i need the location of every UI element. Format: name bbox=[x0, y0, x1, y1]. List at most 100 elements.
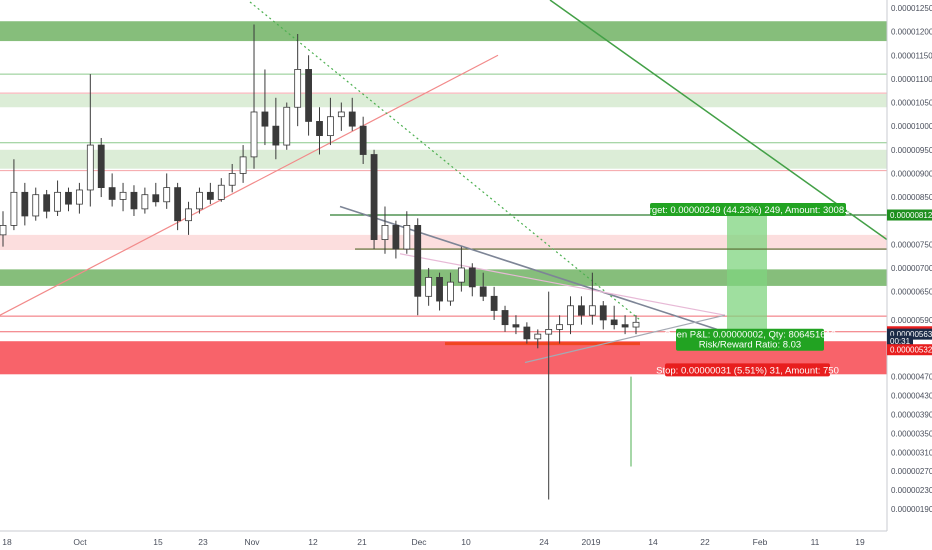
y-axis: 0.00001250 0.00001200 0.00001150 0.00001100… bbox=[891, 4, 932, 514]
y-tick-label: 0.00001050 bbox=[891, 99, 932, 108]
candle bbox=[108, 173, 116, 207]
x-tick-label: 19 bbox=[855, 537, 865, 547]
candle-body-down bbox=[468, 267, 476, 288]
candle bbox=[65, 187, 72, 212]
pink-trend-line[interactable] bbox=[399, 253, 726, 316]
candle bbox=[447, 272, 454, 306]
y-tick-label: 0.00000850 bbox=[891, 193, 932, 202]
candle bbox=[490, 286, 498, 320]
candle-body-up bbox=[283, 106, 291, 146]
price-zone-green[interactable] bbox=[0, 269, 887, 286]
candle-body-down bbox=[130, 191, 138, 210]
position-labels: Target: 0.00000249 (44.23%) 249, Amount:… bbox=[639, 203, 858, 377]
candle-body-up bbox=[250, 111, 258, 158]
candle-body-down bbox=[272, 125, 280, 146]
candle bbox=[86, 74, 94, 207]
stop-label-bg bbox=[665, 363, 830, 377]
price-badge-target: 0.00000812 bbox=[887, 209, 932, 221]
candle bbox=[337, 102, 345, 131]
candle-body-up bbox=[381, 225, 389, 240]
candle-body-up bbox=[10, 191, 18, 226]
candle bbox=[196, 187, 203, 214]
candle bbox=[283, 102, 291, 150]
price-badge-text: 0.00000563 bbox=[890, 330, 932, 339]
candle-body-up bbox=[32, 194, 40, 217]
candle-body-down bbox=[261, 111, 269, 127]
target-zone[interactable] bbox=[727, 215, 767, 333]
price-badge-bg bbox=[887, 344, 932, 356]
candle-body-up bbox=[447, 281, 454, 302]
candle-body-up bbox=[0, 225, 7, 236]
candle-body-up bbox=[457, 267, 465, 283]
price-zone-light-green[interactable] bbox=[0, 94, 887, 108]
uptrend-line[interactable] bbox=[0, 54, 499, 316]
x-tick-label: 10 bbox=[461, 537, 471, 547]
x-tick-label: Oct bbox=[73, 537, 87, 547]
candle-body-up bbox=[545, 328, 553, 335]
trend-lines[interactable] bbox=[0, 0, 888, 364]
gray-uptrend-line[interactable] bbox=[524, 314, 726, 364]
target-label-bg bbox=[650, 203, 846, 217]
candle bbox=[10, 159, 18, 231]
candle bbox=[392, 220, 400, 259]
candle bbox=[632, 315, 640, 335]
candle bbox=[97, 137, 105, 198]
price-zone-light-green[interactable] bbox=[0, 149, 887, 169]
candle-body-up bbox=[534, 333, 542, 340]
candle bbox=[163, 173, 171, 209]
candle-body-up bbox=[327, 116, 334, 137]
time-axis-bg bbox=[0, 531, 932, 550]
candle-body-down bbox=[436, 277, 443, 302]
candle bbox=[359, 116, 367, 164]
candle-body-up bbox=[163, 187, 171, 203]
x-tick-label: Feb bbox=[753, 537, 768, 547]
dotted-downtrend-line[interactable] bbox=[249, 1, 641, 321]
y-tick-label: 0.00000950 bbox=[891, 146, 932, 155]
candle bbox=[381, 206, 389, 254]
y-tick-label: 0.00001000 bbox=[891, 122, 932, 131]
candle-body-down bbox=[206, 191, 214, 200]
candles bbox=[0, 24, 640, 500]
candle-body-down bbox=[348, 111, 356, 127]
y-tick-label: 0.00000350 bbox=[891, 429, 932, 438]
long-downtrend-line[interactable] bbox=[549, 0, 888, 241]
candle-body-up bbox=[54, 191, 61, 212]
candle-body-up bbox=[119, 191, 127, 200]
candle-body-up bbox=[632, 321, 640, 328]
candle-body-down bbox=[621, 324, 629, 328]
candle bbox=[545, 291, 553, 500]
candle-body-down bbox=[392, 225, 400, 250]
candle-body-down bbox=[65, 191, 72, 205]
price-zone-pink[interactable] bbox=[0, 234, 887, 250]
price-zone-green[interactable] bbox=[0, 21, 887, 42]
y-tick-label: 0.00000750 bbox=[891, 240, 932, 249]
gray-downtrend-line[interactable] bbox=[339, 205, 718, 331]
candle bbox=[316, 107, 323, 155]
stop-label-text: Stop: 0.00000031 (5.51%) 31, Amount: 750 bbox=[656, 365, 839, 376]
candle bbox=[457, 246, 465, 292]
price-badge-red: 0.00000532 bbox=[887, 344, 932, 356]
candle-body-down bbox=[316, 121, 323, 137]
target-label: Target: 0.00000249 (44.23%) 249, Amount:… bbox=[639, 203, 858, 217]
candle bbox=[185, 201, 192, 235]
price-badge-text: 00:31 bbox=[890, 337, 911, 346]
candle bbox=[348, 97, 356, 131]
x-tick-label: 12 bbox=[308, 537, 318, 547]
candle-body-down bbox=[152, 194, 160, 203]
candle-body-up bbox=[141, 194, 149, 210]
candle bbox=[141, 187, 149, 214]
target-label-text: Target: 0.00000249 (44.23%) 249, Amount:… bbox=[639, 205, 858, 216]
candle-body-down bbox=[370, 154, 378, 240]
candle-body-up bbox=[567, 305, 574, 326]
candle-body-up bbox=[425, 277, 433, 297]
candle-body-down bbox=[610, 319, 618, 326]
price-badge-text: 0.00000532 bbox=[890, 346, 932, 355]
candle bbox=[206, 182, 214, 205]
y-tick-label: 0.00000650 bbox=[891, 288, 932, 297]
candle bbox=[261, 69, 269, 146]
candle-body-up bbox=[86, 144, 94, 191]
y-tick-label: 0.00001100 bbox=[891, 75, 932, 84]
y-tick-label: 0.00000190 bbox=[891, 505, 932, 514]
risk-reward-text: Risk/Reward Ratio: 8.03 bbox=[699, 340, 801, 351]
